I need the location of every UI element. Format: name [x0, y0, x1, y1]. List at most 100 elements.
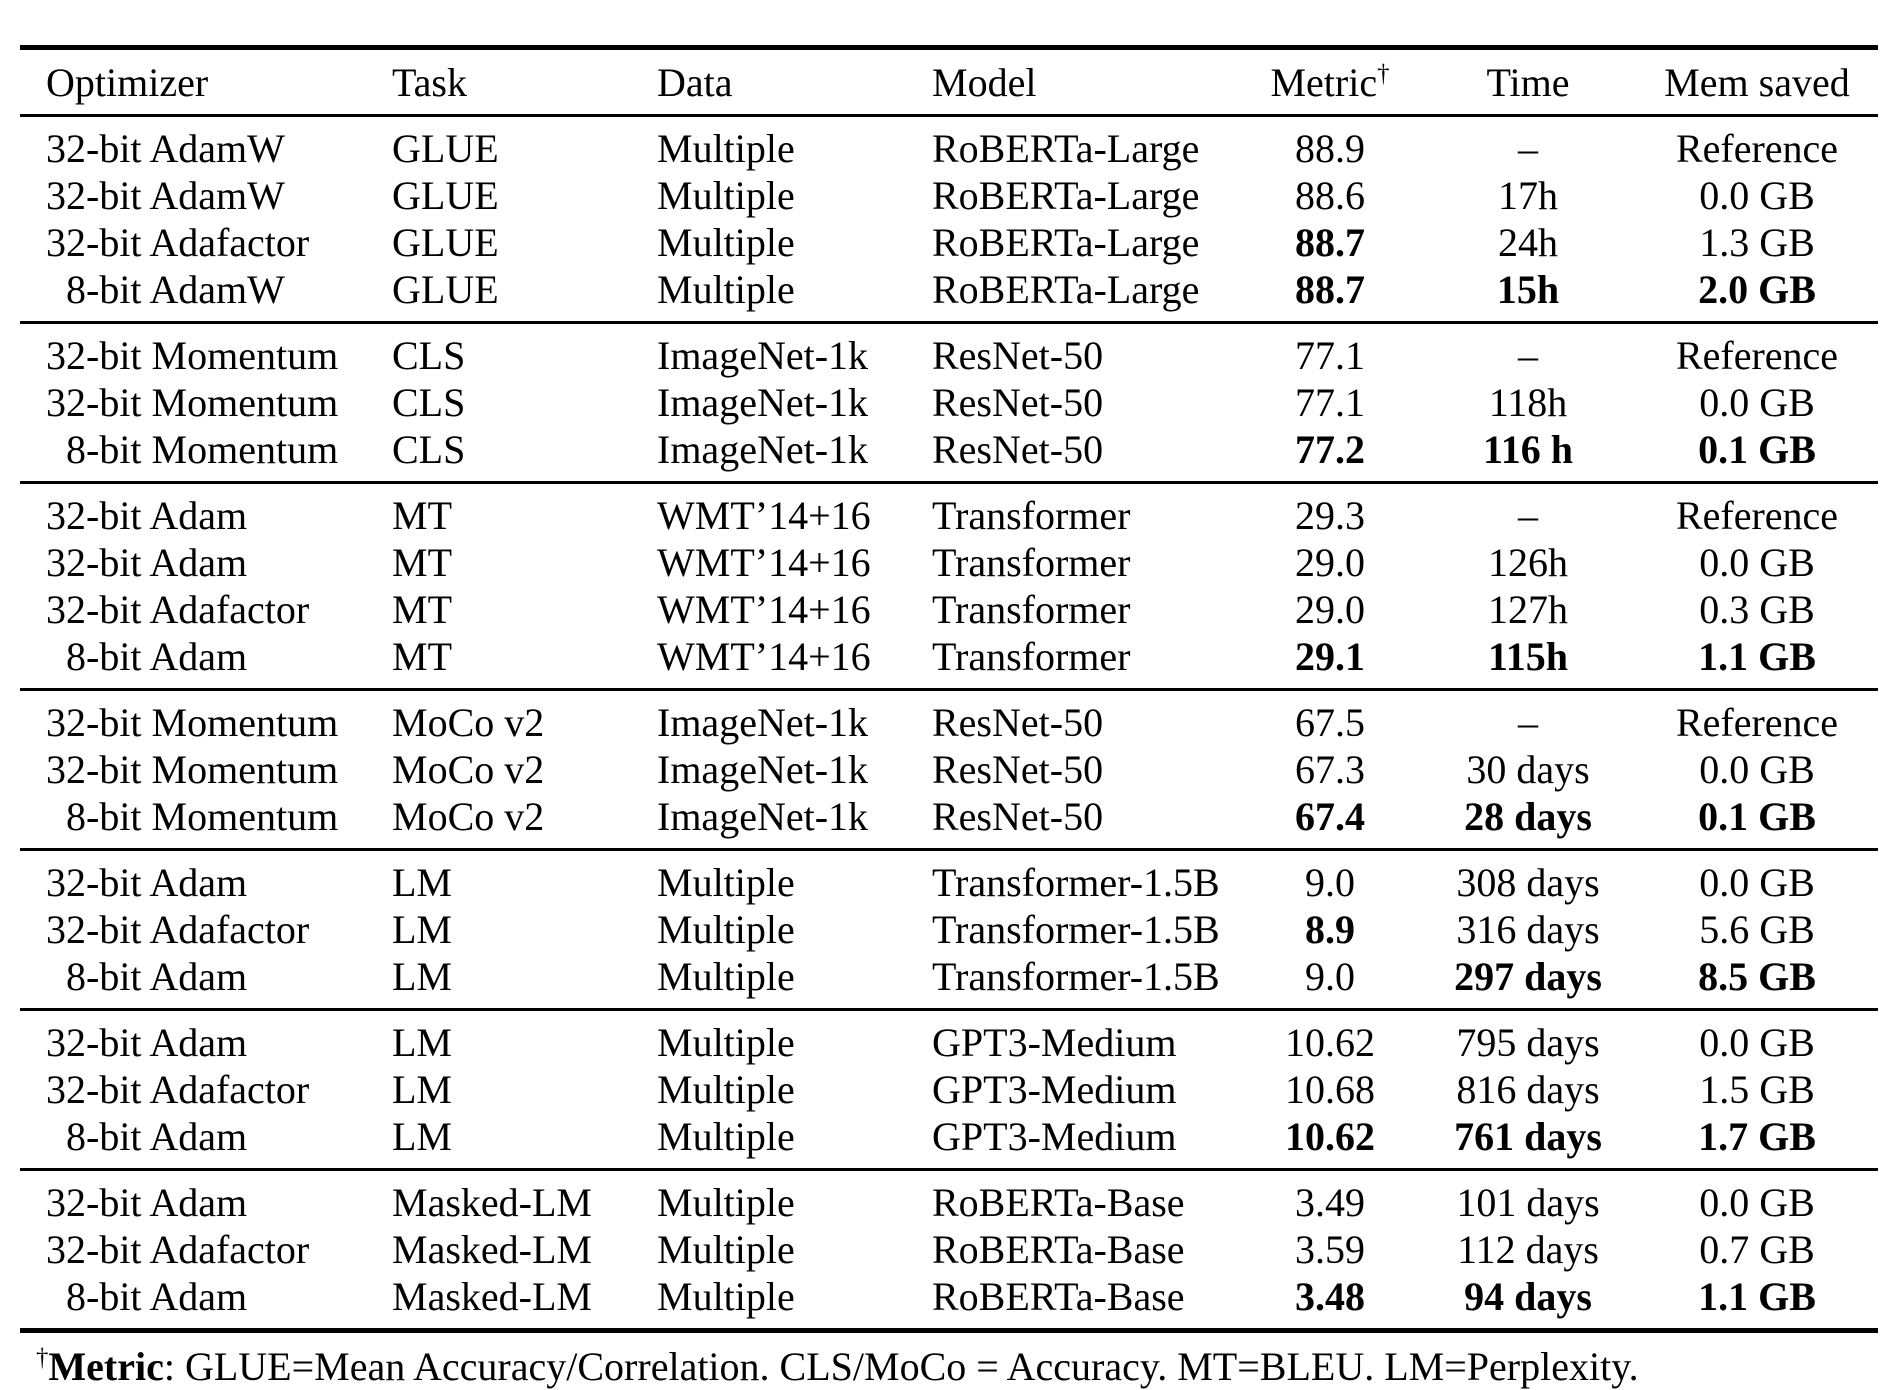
col-header-time: Time: [1420, 47, 1636, 117]
cell-model: Transformer: [932, 634, 1131, 679]
cell-task: LM: [392, 1020, 452, 1065]
cell-model: Transformer: [932, 493, 1131, 538]
cell-time: 126h: [1488, 540, 1568, 585]
table-row: 32-bit Adafactor MT WMT’14+16 Transforme…: [20, 586, 1878, 633]
table-header: Optimizer Task Data Model Metric† Time M…: [20, 47, 1878, 117]
table-row: 32-bit Momentum MoCo v2 ImageNet-1k ResN…: [20, 690, 1878, 747]
cell-task: MT: [392, 634, 452, 679]
cell-data: ImageNet-1k: [657, 747, 869, 792]
cell-task: Masked-LM: [392, 1180, 592, 1225]
cell-optimizer: 32-bit Adafactor: [46, 1067, 310, 1112]
cell-time: 761 days: [1454, 1114, 1602, 1159]
cell-optimizer: 8-bit Adam: [66, 1274, 248, 1319]
table-row: 8-bit Adam Masked-LM Multiple RoBERTa-Ba…: [20, 1273, 1878, 1331]
dagger-footnote-marker-icon: †: [36, 1344, 49, 1372]
cell-time: 101 days: [1456, 1180, 1600, 1225]
cell-data: Multiple: [657, 1020, 795, 1065]
cell-task: GLUE: [392, 267, 499, 312]
cell-optimizer: 32-bit Adafactor: [46, 1227, 310, 1272]
cell-metric: 10.62: [1285, 1020, 1375, 1065]
table-row: 32-bit Adafactor LM Multiple GPT3-Medium…: [20, 1066, 1878, 1113]
cell-mem-saved: 0.1 GB: [1698, 794, 1816, 839]
cell-mem-saved: 0.0 GB: [1699, 540, 1815, 585]
cell-data: Multiple: [657, 267, 795, 312]
cell-metric: 3.59: [1295, 1227, 1365, 1272]
cell-task: GLUE: [392, 173, 499, 218]
cell-data: ImageNet-1k: [657, 333, 869, 378]
cell-metric: 77.1: [1295, 380, 1365, 425]
table-footnote: †Metric: GLUE=Mean Accuracy/Correlation.…: [36, 1343, 1878, 1390]
cell-metric: 88.9: [1295, 126, 1365, 171]
cell-data: WMT’14+16: [657, 493, 871, 538]
cell-metric: 88.7: [1295, 267, 1365, 312]
cell-task: MT: [392, 587, 452, 632]
cell-metric: 67.3: [1295, 747, 1365, 792]
cell-data: ImageNet-1k: [657, 380, 869, 425]
cell-metric: 77.1: [1295, 333, 1365, 378]
cell-optimizer: 8-bit AdamW: [66, 267, 285, 312]
cell-time: 115h: [1487, 634, 1569, 679]
col-header-metric-label: Metric: [1270, 59, 1378, 105]
cell-time: 116 h: [1482, 427, 1574, 472]
table-group-3: 32-bit Adam MT WMT’14+16 Transformer 29.…: [20, 482, 1878, 690]
cell-model: ResNet-50: [932, 747, 1104, 792]
cell-optimizer: 32-bit Momentum: [46, 380, 339, 425]
cell-data: Multiple: [657, 1067, 795, 1112]
cell-task: CLS: [392, 380, 466, 425]
cell-time: 112 days: [1457, 1227, 1599, 1272]
cell-data: Multiple: [657, 173, 795, 218]
table-row: 32-bit Adafactor Masked-LM Multiple RoBE…: [20, 1226, 1878, 1273]
cell-mem-saved: 0.0 GB: [1699, 1180, 1815, 1225]
cell-data: Multiple: [657, 907, 795, 952]
cell-mem-saved: 0.7 GB: [1699, 1227, 1815, 1272]
table-group-6: 32-bit Adam LM Multiple GPT3-Medium 10.6…: [20, 1009, 1878, 1170]
col-header-metric: Metric†: [1240, 47, 1420, 117]
table-row: 32-bit Momentum CLS ImageNet-1k ResNet-5…: [20, 323, 1878, 380]
cell-metric: 88.7: [1295, 220, 1365, 265]
cell-data: ImageNet-1k: [657, 794, 869, 839]
cell-task: LM: [392, 907, 452, 952]
col-header-data: Data: [631, 47, 906, 117]
cell-time: 816 days: [1456, 1067, 1600, 1112]
cell-model: ResNet-50: [932, 427, 1104, 472]
cell-time: –: [1518, 126, 1538, 171]
cell-time: 308 days: [1456, 860, 1600, 905]
cell-metric: 67.5: [1295, 700, 1365, 745]
table-group-7: 32-bit Adam Masked-LM Multiple RoBERTa-B…: [20, 1169, 1878, 1331]
cell-task: LM: [392, 1114, 452, 1159]
cell-optimizer: 32-bit Adafactor: [46, 220, 310, 265]
table-row: 8-bit Adam LM Multiple Transformer-1.5B …: [20, 953, 1878, 1010]
cell-task: MT: [392, 540, 452, 585]
cell-model: RoBERTa-Base: [932, 1180, 1185, 1225]
cell-task: LM: [392, 860, 452, 905]
cell-data: Multiple: [657, 1274, 795, 1319]
cell-time: 297 days: [1454, 954, 1602, 999]
cell-time: 30 days: [1466, 747, 1590, 792]
cell-task: CLS: [392, 333, 466, 378]
cell-mem-saved: 0.0 GB: [1699, 860, 1815, 905]
col-header-mem-saved: Mem saved: [1636, 47, 1878, 117]
cell-task: GLUE: [392, 126, 499, 171]
cell-metric: 29.0: [1295, 540, 1365, 585]
cell-mem-saved: 1.5 GB: [1699, 1067, 1815, 1112]
cell-metric: 10.62: [1285, 1114, 1375, 1159]
cell-metric: 29.0: [1295, 587, 1365, 632]
cell-optimizer: 8-bit Momentum: [66, 794, 339, 839]
cell-optimizer: 32-bit AdamW: [46, 126, 285, 171]
cell-model: Transformer: [932, 540, 1131, 585]
cell-task: MoCo v2: [392, 747, 545, 792]
cell-optimizer: 32-bit Momentum: [46, 747, 339, 792]
cell-data: WMT’14+16: [657, 634, 871, 679]
cell-metric: 88.6: [1295, 173, 1365, 218]
table-row: 32-bit AdamW GLUE Multiple RoBERTa-Large…: [20, 116, 1878, 173]
footnote-text: : GLUE=Mean Accuracy/Correlation. CLS/Mo…: [163, 1344, 1639, 1389]
cell-optimizer: 8-bit Adam: [66, 634, 248, 679]
cell-model: ResNet-50: [932, 794, 1104, 839]
cell-model: RoBERTa-Large: [932, 267, 1200, 312]
cell-task: MT: [392, 493, 452, 538]
table-row: 8-bit Adam LM Multiple GPT3-Medium 10.62…: [20, 1113, 1878, 1170]
cell-time: –: [1518, 333, 1538, 378]
cell-time: 127h: [1488, 587, 1568, 632]
cell-task: Masked-LM: [392, 1274, 592, 1319]
col-header-task: Task: [366, 47, 631, 117]
